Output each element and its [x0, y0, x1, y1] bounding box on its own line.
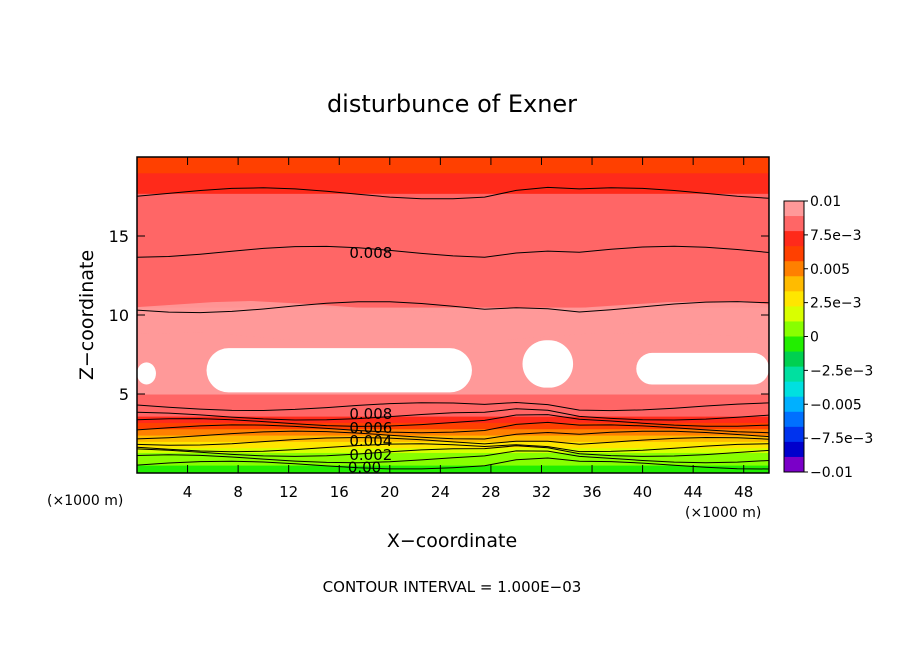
colorbar-swatch: [784, 276, 804, 292]
colorbar-swatch: [784, 396, 804, 413]
contour-line: [137, 301, 769, 314]
contour-band: [137, 393, 769, 408]
y-tick-label: 10: [109, 306, 129, 325]
chart-title: disturbunce of Exner: [327, 90, 577, 118]
contour-line: [137, 245, 769, 258]
contour-band: [137, 451, 769, 460]
contour-band: [137, 300, 769, 317]
contour-band: [137, 332, 769, 346]
x-axis-label: X−coordinate: [387, 530, 517, 552]
contour-band: [137, 157, 769, 174]
colorbar-swatch: [784, 351, 804, 368]
colorbar-label: 7.5e−3: [810, 228, 862, 244]
x-axis-ticks: 4 8 12 16 20 24 28 32 36 40 44 48: [183, 157, 753, 501]
contour-line: [137, 421, 769, 434]
x-tick-label: 32: [532, 483, 551, 501]
above-max-region: [636, 352, 769, 385]
above-max-region: [206, 348, 472, 393]
colorbar-label: −2.5e−3: [810, 363, 873, 379]
above-max-region: [522, 340, 574, 388]
y-axis-ticks: 5 10 15: [109, 227, 769, 404]
contour-band: [137, 192, 769, 253]
colorbar-swatch: [784, 216, 804, 232]
contour-label: 0.006: [349, 419, 392, 437]
contour-line: [137, 443, 769, 453]
contour-band: [137, 447, 769, 453]
x-tick-label: 44: [684, 483, 703, 501]
colorbar-swatch: [784, 426, 804, 443]
x-tick-label: 4: [183, 483, 193, 501]
x-tick-label: 8: [233, 483, 243, 501]
contour-line: [137, 401, 769, 412]
colorbar-label: −0.005: [810, 397, 862, 413]
x-tick-label: 28: [481, 483, 500, 501]
contour-band: [137, 464, 769, 473]
contour-line: [137, 430, 769, 440]
contour-band: [137, 415, 769, 423]
x-tick-label: 24: [431, 483, 450, 501]
colorbar-swatch: [784, 456, 804, 473]
colorbar-label: −0.01: [810, 465, 853, 481]
contour-line: [137, 186, 769, 200]
colorbar-swatch: [784, 336, 804, 353]
contour-band: [137, 421, 769, 430]
colorbar-swatch: [784, 411, 804, 428]
colorbar-swatch: [784, 366, 804, 383]
colorbar-swatch: [784, 231, 804, 247]
colorbar-label: −7.5e−3: [810, 431, 873, 447]
colorbar-swatch: [784, 441, 804, 458]
colorbar-label: 2.5e−3: [810, 296, 862, 312]
contour-label: 0.004: [349, 432, 392, 450]
above-max-region: [137, 362, 156, 385]
x-tick-label: 40: [633, 483, 652, 501]
contour-band: [137, 458, 769, 466]
colorbar-swatch: [784, 306, 804, 322]
y-tick-label: 15: [109, 227, 129, 246]
y-axis-label: Z−coordinate: [76, 250, 98, 380]
colorbar-swatch: [784, 201, 804, 217]
colorbar-swatch: [784, 321, 804, 337]
contour-label: 0.008: [349, 244, 392, 262]
colorbar-label: 0: [810, 330, 819, 346]
colorbar-swatch: [784, 291, 804, 307]
contour-lines: [137, 186, 769, 470]
colorbar-swatch: [784, 246, 804, 262]
contour-line: [137, 450, 769, 464]
x-tick-label: 36: [582, 483, 601, 501]
x-tick-label: 48: [734, 483, 753, 501]
colorbar-label: 0.005: [810, 262, 850, 278]
x-tick-label: 16: [330, 483, 349, 501]
contour-interval-text: CONTOUR INTERVAL = 1.000E−03: [323, 578, 582, 596]
contour-band: [137, 251, 769, 308]
contour-label: 0.00: [348, 459, 381, 477]
x-tick-label: 12: [279, 483, 298, 501]
contour-line: [137, 457, 769, 470]
x-tick-label: 20: [380, 483, 399, 501]
colorbar-swatch: [784, 381, 804, 398]
contour-line: [137, 408, 769, 421]
contour-fill: [137, 157, 769, 473]
contour-line: [137, 445, 769, 457]
contour-line: [137, 436, 769, 446]
y-tick-label: 5: [119, 385, 129, 404]
contour-label: 0.002: [349, 446, 392, 464]
colorbar-label: 0.01: [810, 194, 841, 210]
colorbar-swatch: [784, 261, 804, 277]
contour-band: [137, 406, 769, 417]
colorbar: [783, 200, 805, 473]
colorbar-labels: 0.01 7.5e−3 0.005 2.5e−3 0 −2.5e−3 −0.005 −7.5e…: [804, 194, 873, 481]
contour-line: [137, 414, 769, 427]
x-unit-label-right: (×1000 m): [685, 505, 761, 521]
x-unit-label-left: (×1000 m): [47, 493, 123, 509]
contour-label: 0.008: [349, 405, 392, 423]
